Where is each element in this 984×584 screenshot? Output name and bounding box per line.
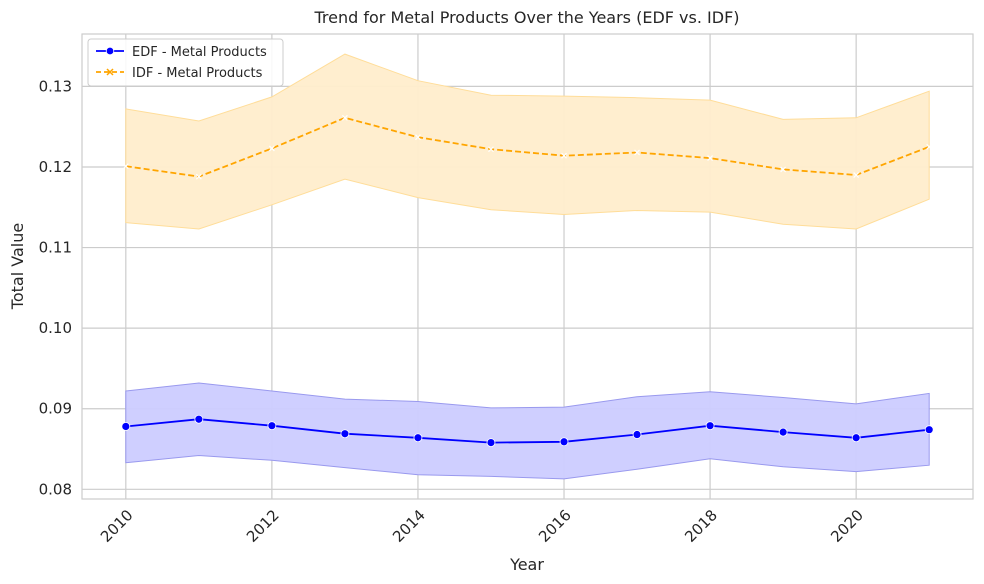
x-tick-label: 2014 — [389, 506, 429, 546]
legend-idf-label: IDF - Metal Products — [132, 66, 263, 81]
idf-data-point — [707, 155, 714, 162]
idf-data-point — [195, 173, 202, 180]
edf-confidence-band — [125, 382, 930, 480]
legend: EDF - Metal Products IDF - Metal Product… — [87, 38, 284, 87]
x-tick-label: 2010 — [97, 506, 137, 546]
y-tick-label: 0.11 — [39, 239, 72, 257]
edf-data-point — [778, 427, 788, 437]
idf-confidence-band — [125, 53, 930, 230]
edf-data-point — [340, 429, 350, 439]
edf-data-point — [705, 421, 715, 431]
y-tick-label: 0.13 — [39, 77, 72, 95]
x-tick-label: 2012 — [243, 506, 283, 546]
edf-data-point — [486, 438, 496, 447]
legend-idf-marker — [106, 68, 114, 76]
edf-data-point — [413, 433, 423, 443]
edf-data-point — [851, 433, 861, 443]
edf-data-point — [632, 430, 642, 439]
edf-data-point — [194, 414, 204, 424]
idf-data-point — [341, 114, 348, 121]
series-markers — [121, 114, 934, 447]
edf-data-point — [924, 425, 934, 435]
x-tick-label: 2018 — [681, 506, 721, 546]
edf-data-point — [121, 422, 131, 431]
edf-data-point — [559, 437, 569, 447]
y-tick-label: 0.08 — [39, 480, 72, 498]
idf-data-point — [780, 166, 787, 173]
idf-data-point — [268, 145, 275, 152]
edf-series-line — [125, 418, 930, 444]
x-axis-label: Year — [509, 555, 544, 574]
idf-data-point — [488, 146, 494, 153]
idf-data-point — [561, 152, 567, 159]
legend-edf-label: EDF - Metal Products — [132, 45, 267, 60]
idf-data-point — [122, 163, 129, 170]
y-axis-label: Total Value — [8, 223, 27, 310]
legend-edf-marker — [105, 46, 115, 56]
x-tick-label: 2020 — [827, 506, 867, 546]
edf-data-point — [267, 421, 277, 431]
idf-data-point — [634, 149, 640, 156]
y-tick-label: 0.10 — [39, 319, 72, 337]
confidence-bands — [125, 53, 930, 480]
y-tick-label: 0.09 — [39, 400, 72, 418]
x-tick-label: 2016 — [535, 506, 575, 546]
chart-title: Trend for Metal Products Over the Years … — [313, 8, 739, 27]
idf-data-point — [853, 172, 860, 178]
y-tick-label: 0.12 — [39, 158, 72, 176]
series-lines — [125, 116, 930, 444]
idf-series-line — [125, 116, 930, 178]
legend-box — [87, 38, 284, 87]
idf-data-point — [415, 134, 421, 141]
idf-data-point — [926, 143, 933, 150]
